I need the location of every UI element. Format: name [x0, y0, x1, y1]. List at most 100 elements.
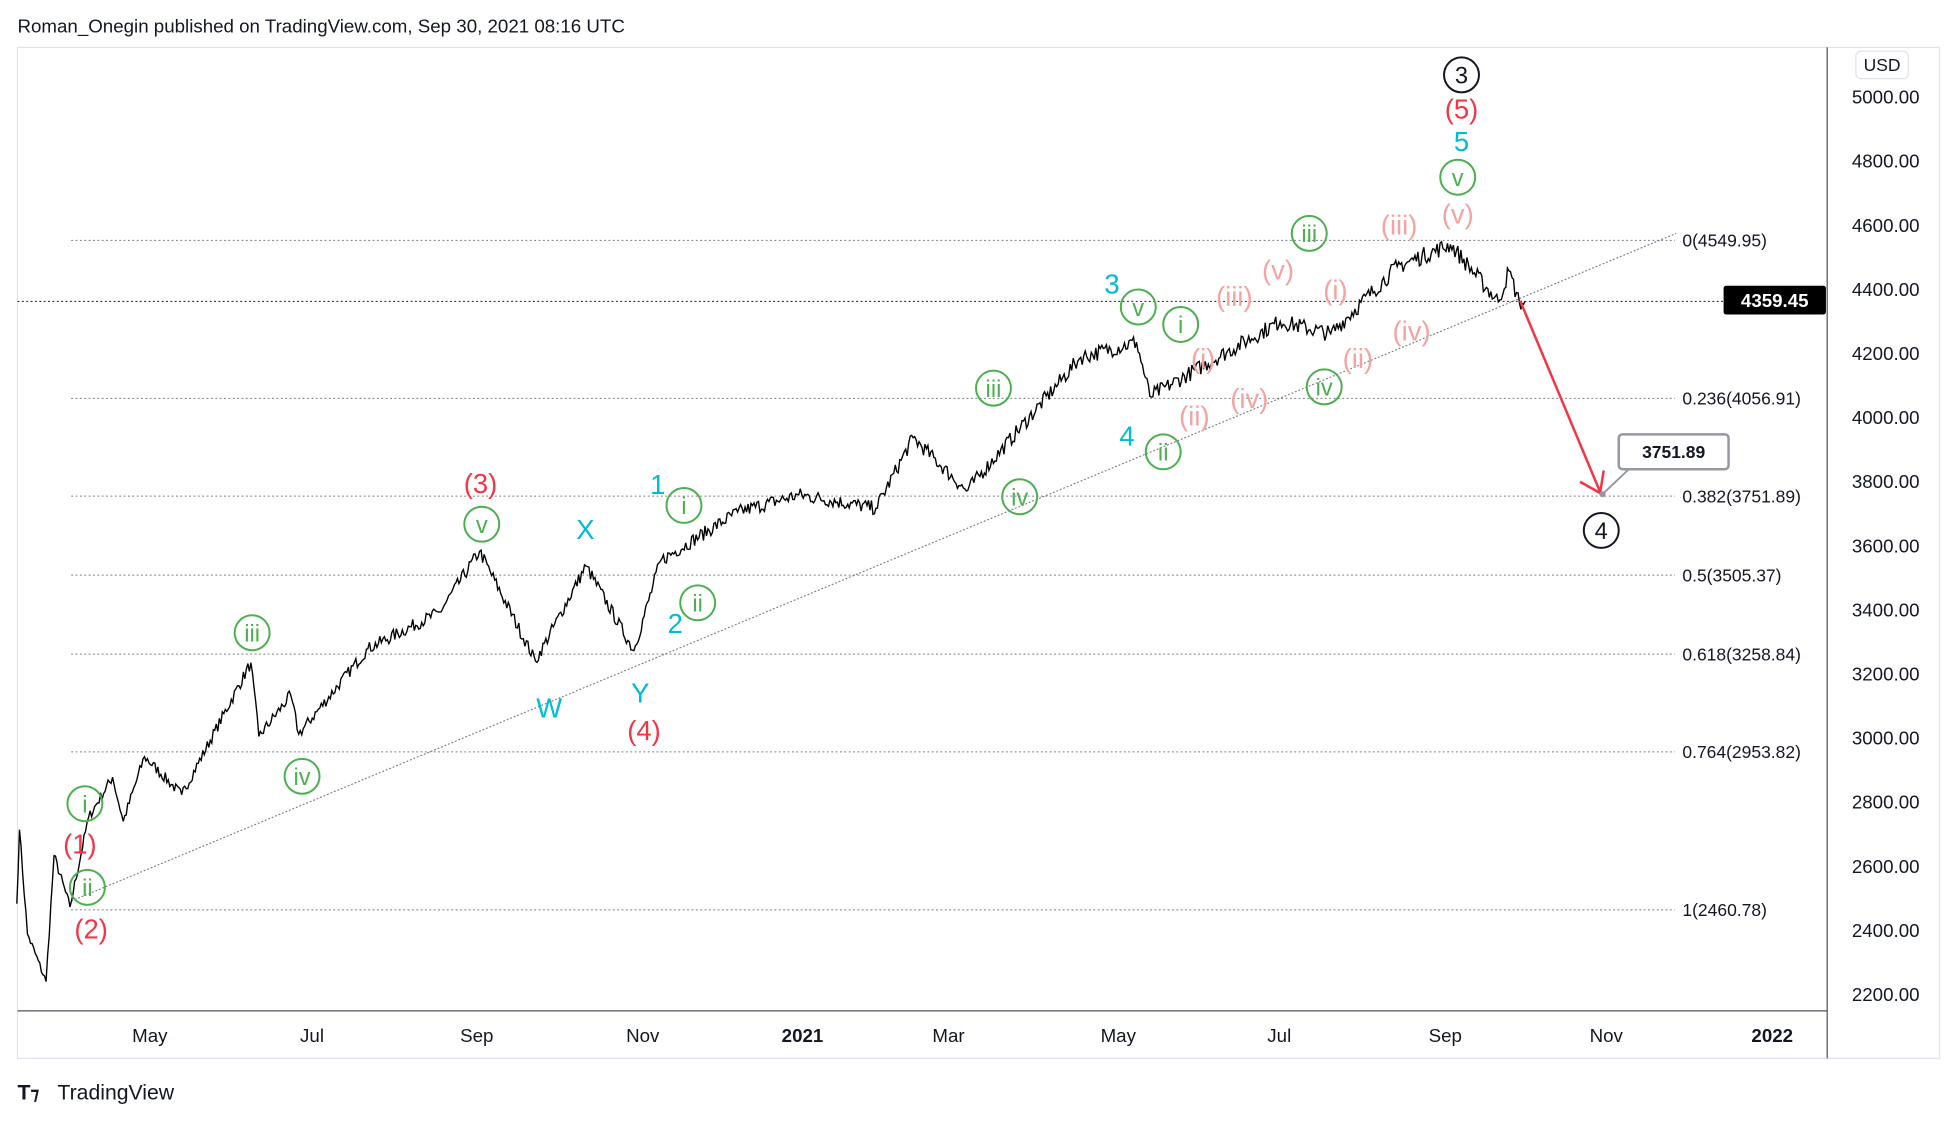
fib-level-label: 0.764(2953.82) — [1682, 742, 1801, 762]
time-tick-label: 2021 — [782, 1025, 824, 1046]
wave-label[interactable]: (4) — [627, 715, 661, 746]
wave-circle — [665, 486, 703, 524]
trendline[interactable] — [70, 232, 1677, 902]
wave-label[interactable]: (5) — [1445, 94, 1479, 125]
wave-label-text: Y — [631, 678, 649, 709]
wave-circle — [1305, 368, 1343, 406]
wave-label[interactable]: (ii) — [1179, 401, 1209, 432]
wave-label[interactable]: 4 — [1582, 511, 1620, 549]
wave-label[interactable]: (v) — [1442, 198, 1474, 229]
plot-area[interactable]: 0(4549.95) 0.236(4056.91) 0.382(3751.89) 0.… — [16, 56, 1801, 982]
wave-label[interactable]: ii — [68, 868, 106, 906]
wave-label[interactable]: (i) — [1191, 343, 1215, 374]
wave-circle — [975, 369, 1012, 407]
currency-button[interactable]: USD — [1855, 50, 1909, 80]
wave-label[interactable]: ii — [1144, 433, 1182, 471]
time-tick-label: Jul — [300, 1025, 324, 1046]
wave-label-text: i — [681, 494, 686, 520]
price-tick-label: 2800.00 — [1852, 792, 1920, 813]
price-axis[interactable]: 5000.00 4800.00 4600.00 4400.00 4200.00 4000.… — [1852, 87, 1920, 1005]
wave-label-text: 5 — [1454, 126, 1469, 157]
wave-label[interactable]: Y — [631, 678, 649, 709]
wave-circle — [283, 757, 321, 795]
price-tick-label: 3000.00 — [1852, 728, 1920, 749]
wave-label[interactable]: (ii) — [1343, 343, 1373, 374]
wave-label-text: (i) — [1323, 275, 1347, 306]
wave-circle — [1162, 306, 1200, 343]
publisher-line: Roman_Onegin published on TradingView.co… — [18, 15, 625, 37]
price-tick-label: 4800.00 — [1852, 151, 1920, 172]
time-axis[interactable]: May Jul Sep Nov 2021 Mar May Jul Sep Nov 2022 — [132, 1025, 1793, 1046]
last-price-value: 4359.45 — [1741, 290, 1809, 311]
wave-label-text: v — [476, 513, 488, 539]
wave-label[interactable]: iii — [975, 369, 1012, 407]
wave-label-text: (iii) — [1216, 281, 1253, 312]
target-callout-box[interactable] — [1617, 433, 1730, 471]
wave-label-text: v — [1132, 296, 1144, 322]
chart-frame — [16, 46, 1941, 1059]
wave-label[interactable]: iv — [1305, 368, 1343, 406]
wave-label[interactable]: 4 — [1119, 421, 1134, 452]
wave-circle — [66, 785, 104, 823]
wave-label[interactable]: i — [1162, 306, 1200, 343]
wave-label[interactable]: i — [66, 785, 104, 823]
wave-label-text: (v) — [1262, 255, 1294, 286]
wave-label-text: (3) — [464, 468, 498, 499]
wave-label[interactable]: (iii) — [1216, 281, 1253, 312]
wave-label[interactable]: v — [1439, 158, 1477, 196]
price-tick-label: 2400.00 — [1852, 920, 1920, 941]
wave-label[interactable]: iv — [283, 757, 321, 795]
wave-label-text: (1) — [63, 829, 97, 860]
wave-label[interactable]: (3) — [464, 468, 498, 499]
price-tick-label: 4400.00 — [1852, 279, 1920, 300]
fib-level-label: 0.382(3751.89) — [1682, 486, 1801, 506]
wave-label[interactable]: 2 — [668, 608, 683, 639]
time-tick-label: Sep — [1429, 1025, 1462, 1046]
wave-circle — [1001, 478, 1039, 516]
wave-label[interactable]: (iii) — [1381, 210, 1418, 241]
wave-label-text: v — [1452, 166, 1464, 192]
wave-circle — [1443, 56, 1480, 94]
wave-circle — [1582, 511, 1620, 549]
wave-label-text: i — [1178, 313, 1183, 339]
wave-label-text: 4 — [1595, 519, 1608, 545]
wave-label[interactable]: i — [665, 486, 703, 524]
wave-label-text: ii — [692, 592, 703, 618]
time-tick-label: May — [1101, 1025, 1137, 1046]
wave-label-text: iv — [1316, 376, 1333, 402]
price-tick-label: 5000.00 — [1852, 87, 1920, 108]
wave-label[interactable]: (iv) — [1230, 383, 1268, 414]
wave-label[interactable]: iii — [1290, 214, 1328, 252]
wave-label[interactable]: 1 — [650, 469, 665, 500]
wave-label[interactable]: (v) — [1262, 255, 1294, 286]
price-tick-label: 3800.00 — [1852, 471, 1920, 492]
wave-circle — [463, 505, 501, 543]
wave-label[interactable]: v — [463, 505, 501, 543]
wave-label-text: 3 — [1455, 64, 1468, 90]
wave-label[interactable]: 3 — [1443, 56, 1480, 94]
wave-label-text: iii — [244, 621, 260, 647]
price-tick-label: 3600.00 — [1852, 535, 1920, 556]
wave-label-text: iv — [293, 765, 310, 791]
time-tick-label: Nov — [1590, 1025, 1624, 1046]
wave-label[interactable]: (2) — [74, 914, 108, 945]
wave-label[interactable]: (iv) — [1393, 316, 1431, 347]
wave-label-text: ii — [1158, 441, 1169, 467]
wave-label[interactable]: (i) — [1323, 275, 1347, 306]
wave-label[interactable]: v — [1119, 288, 1157, 326]
tradingview-logo[interactable]: T⁊ TradingView — [18, 1082, 175, 1105]
wave-circle — [1144, 433, 1182, 471]
wave-label[interactable]: X — [576, 514, 594, 545]
wave-label[interactable]: iv — [1001, 478, 1039, 516]
wave-label-text: X — [576, 514, 594, 545]
wave-label[interactable]: W — [536, 693, 562, 724]
wave-label[interactable]: ii — [679, 584, 717, 622]
wave-circle — [68, 868, 106, 906]
wave-label[interactable]: iii — [233, 614, 271, 652]
wave-label[interactable]: 5 — [1454, 126, 1469, 157]
wave-label[interactable]: (1) — [63, 829, 97, 860]
wave-label[interactable]: 3 — [1104, 268, 1119, 299]
price-tick-label: 4000.00 — [1852, 407, 1920, 428]
projection-arrow[interactable] — [1519, 300, 1602, 493]
